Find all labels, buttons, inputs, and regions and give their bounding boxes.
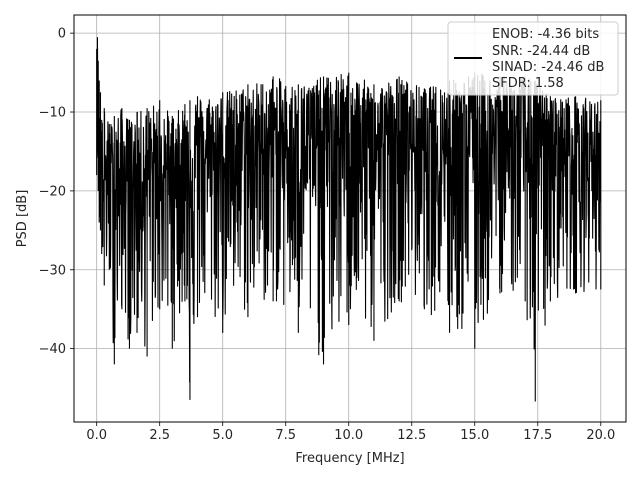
legend-entry-enob: ENOB: -4.36 bits [492, 27, 599, 42]
legend-entry-sinad: SINAD: -24.46 dB [492, 60, 604, 75]
plot-frame [73, 14, 627, 423]
legend-entry-snr: SNR: -24.44 dB [492, 44, 590, 59]
psd-series [96, 37, 602, 402]
y-tick-label: 0 [58, 27, 66, 42]
legend: ENOB: -4.36 bits SNR: -24.44 dB SINAD: -… [447, 21, 619, 96]
legend-box [447, 21, 619, 96]
axis-ticks: 0.0 2.5 5.0 7.5 10.0 12.5 15.0 17.5 20.0 0 −10 −20 −… [39, 27, 616, 443]
x-axis-label: Frequency [MHz] [295, 451, 404, 466]
x-tick-label: 0.0 [86, 428, 107, 443]
x-tick-label: 12.5 [397, 428, 426, 443]
y-axis-label: PSD [dB] [15, 190, 30, 248]
x-tick-label: 7.5 [275, 428, 296, 443]
x-tick-label: 10.0 [334, 428, 363, 443]
psd-series-line [96, 37, 602, 402]
x-tick-label: 17.5 [523, 428, 552, 443]
x-tick-label: 20.0 [586, 428, 615, 443]
y-tick-label: −10 [39, 106, 66, 121]
y-tick-label: −30 [39, 263, 66, 278]
x-tick-label: 2.5 [149, 428, 170, 443]
x-tick-label: 5.0 [212, 428, 233, 443]
y-tick-label: −40 [39, 342, 66, 357]
legend-entry-sfdr: SFDR: 1.58 [492, 76, 564, 91]
x-tick-label: 15.0 [460, 428, 489, 443]
y-tick-label: −20 [39, 184, 66, 199]
